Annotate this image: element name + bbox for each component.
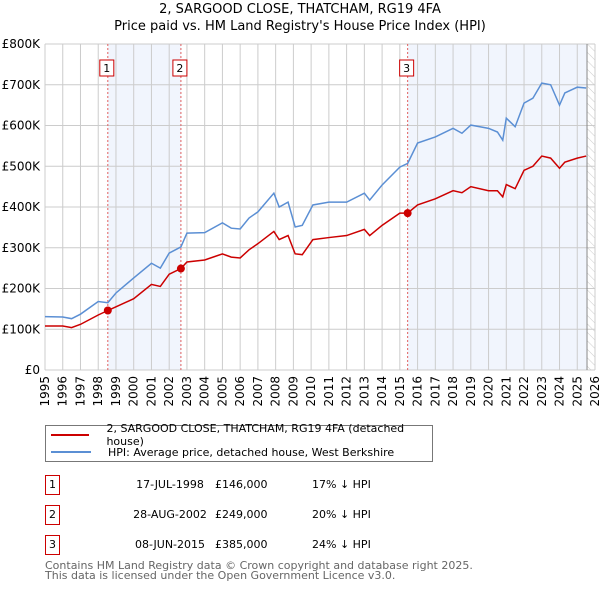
sale-hpi-diff: 24% ↓ HPI bbox=[312, 538, 371, 551]
x-tick-label: 2025 bbox=[570, 376, 584, 407]
sale-marker-label: 2 bbox=[176, 62, 183, 75]
y-tick-label: £100K bbox=[2, 322, 42, 336]
y-tick-label: £500K bbox=[2, 159, 42, 173]
sale-marker-badge: 2 bbox=[45, 505, 60, 525]
y-tick-label: £400K bbox=[2, 200, 42, 214]
x-tick-label: 2013 bbox=[357, 376, 371, 407]
x-tick-label: 2012 bbox=[340, 376, 354, 407]
x-tick-label: 2018 bbox=[446, 376, 460, 407]
x-tick-label: 2014 bbox=[375, 376, 389, 407]
x-tick-label: 1998 bbox=[91, 376, 105, 407]
y-tick-label: £0 bbox=[25, 363, 40, 377]
x-tick-label: 2017 bbox=[428, 376, 442, 407]
chart-subtitle: Price paid vs. HM Land Registry's House … bbox=[114, 19, 486, 34]
legend-swatch-red bbox=[51, 434, 90, 436]
x-tick-label: 2004 bbox=[198, 376, 212, 407]
chart-title: 2, SARGOOD CLOSE, THATCHAM, RG19 4FA bbox=[159, 2, 441, 17]
x-tick-label: 2019 bbox=[464, 376, 478, 407]
sale-marker-box bbox=[99, 59, 115, 77]
sale-hpi-diff: 17% ↓ HPI bbox=[312, 478, 371, 491]
series-line-hpi bbox=[44, 82, 587, 320]
legend-swatch-blue bbox=[51, 451, 91, 453]
plot-area: £0 £100K £200K £300K £400K £500K £600K £700K £80… bbox=[2, 37, 600, 407]
y-tick-label: £700K bbox=[2, 78, 42, 92]
x-tick-label: 2024 bbox=[553, 376, 567, 407]
sale-point bbox=[176, 264, 185, 273]
x-tick-label: 2003 bbox=[180, 376, 194, 407]
x-tick-label: 2026 bbox=[588, 376, 600, 407]
sale-marker-box bbox=[399, 59, 415, 77]
footer-copyright: Contains HM Land Registry data © Crown c… bbox=[45, 559, 473, 572]
legend-label: HPI: Average price, detached house, West… bbox=[108, 445, 395, 459]
sale-date: 17-JUL-1998 bbox=[136, 478, 204, 491]
sale-date: 08-JUN-2015 bbox=[134, 538, 206, 551]
x-tick-label: 1997 bbox=[73, 376, 87, 407]
sale-row: 3 08-JUN-2015 £385,000 24% ↓ HPI bbox=[45, 535, 445, 555]
x-tick-label: 2015 bbox=[393, 376, 407, 407]
x-tick-label: 2005 bbox=[215, 376, 229, 407]
x-tick-label: 2021 bbox=[499, 376, 513, 407]
sale-point bbox=[103, 306, 112, 315]
legend-item-hpi: HPI: Average price, detached house, West… bbox=[46, 444, 394, 460]
sale-hpi-diff: 20% ↓ HPI bbox=[312, 508, 371, 521]
x-tick-label: 2011 bbox=[322, 376, 336, 407]
y-tick-label: £600K bbox=[2, 119, 42, 133]
sale-price: £146,000 bbox=[215, 478, 268, 491]
legend-label: 2, SARGOOD CLOSE, THATCHAM, RG19 4FA (de… bbox=[106, 422, 405, 448]
sale-row: 2 28-AUG-2002 £249,000 20% ↓ HPI bbox=[45, 505, 445, 525]
y-tick-label: £800K bbox=[2, 37, 42, 51]
footer-licence: This data is licensed under the Open Gov… bbox=[45, 569, 396, 582]
x-tick-label: 2020 bbox=[482, 376, 496, 407]
sale-price: £249,000 bbox=[215, 508, 268, 521]
y-tick-label: £200K bbox=[2, 282, 42, 296]
legend-item-property: 2, SARGOOD CLOSE, THATCHAM, RG19 4FA (de… bbox=[46, 422, 432, 448]
sale-marker-badge: 3 bbox=[45, 535, 60, 555]
sale-marker-box bbox=[172, 59, 188, 77]
x-tick-label: 2023 bbox=[535, 376, 549, 407]
x-tick-label: 2022 bbox=[517, 376, 531, 407]
x-tick-label: 2008 bbox=[269, 376, 283, 407]
x-tick-label: 2010 bbox=[304, 376, 318, 407]
x-tick-label: 2016 bbox=[411, 376, 425, 407]
x-tick-label: 2002 bbox=[162, 376, 176, 407]
series-line-property bbox=[45, 155, 587, 329]
x-tick-label: 2001 bbox=[144, 376, 158, 407]
sale-row: 1 17-JUL-1998 £146,000 17% ↓ HPI bbox=[45, 475, 445, 495]
x-tick-label: 2000 bbox=[127, 376, 141, 407]
y-tick-label: £300K bbox=[2, 241, 42, 255]
x-tick-label: 2009 bbox=[286, 376, 300, 407]
sale-date: 28-AUG-2002 bbox=[133, 508, 207, 521]
sale-point bbox=[403, 209, 412, 218]
x-tick-label: 2006 bbox=[233, 376, 247, 407]
sale-marker-label: 1 bbox=[103, 62, 110, 75]
x-tick-label: 2007 bbox=[251, 376, 265, 407]
sale-price: £385,000 bbox=[215, 538, 268, 551]
sale-marker-label: 3 bbox=[403, 62, 410, 75]
x-tick-label: 1996 bbox=[56, 376, 70, 407]
sale-marker-badge: 1 bbox=[45, 475, 60, 495]
legend: 2, SARGOOD CLOSE, THATCHAM, RG19 4FA (de… bbox=[45, 422, 433, 462]
x-tick-label: 1999 bbox=[109, 376, 123, 407]
x-tick-label: 1995 bbox=[38, 376, 52, 407]
